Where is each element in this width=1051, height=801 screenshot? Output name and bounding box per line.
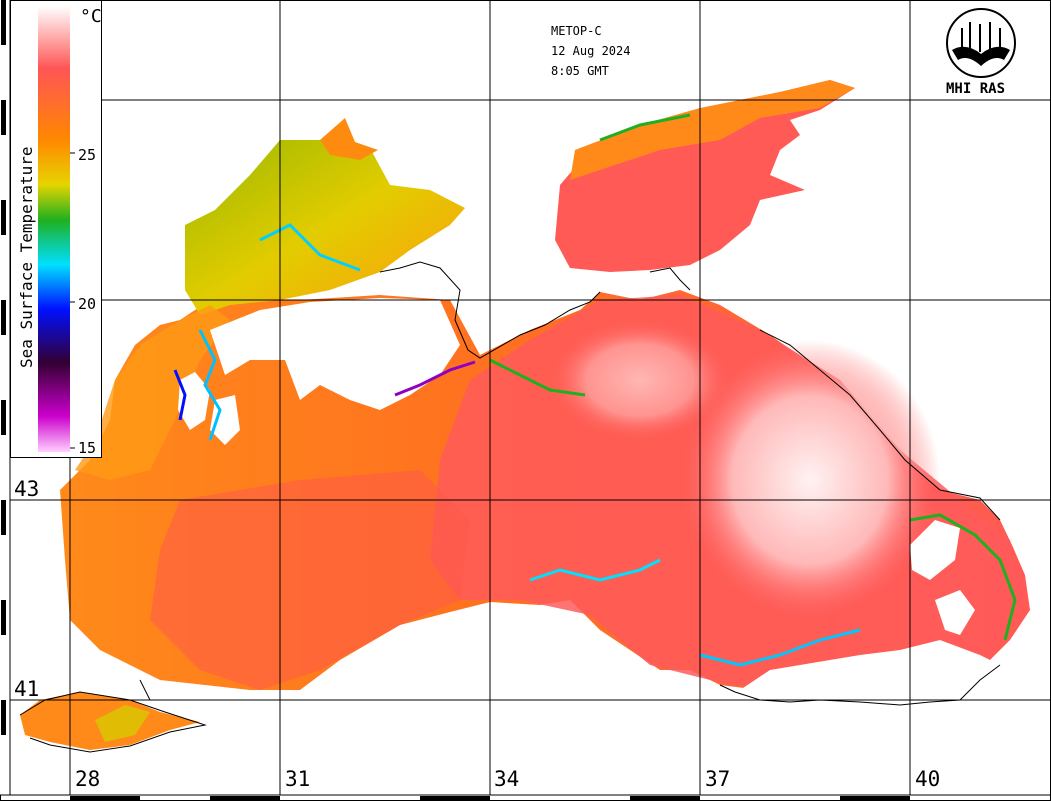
warm-core-2 — [550, 320, 730, 440]
fringe-3 — [394, 360, 476, 397]
bottom-tick-4 — [630, 796, 700, 801]
colorbar-title: Sea Surface Temperature — [17, 146, 36, 368]
logo-waves-icon — [952, 46, 1010, 66]
coastline-marmara — [19, 691, 207, 753]
lat-label-41-bg — [11, 678, 43, 698]
left-tick-1 — [1, 0, 6, 45]
cloud-crimea-west — [210, 298, 460, 410]
coastlines — [19, 261, 1001, 753]
nw-shelf — [185, 140, 465, 315]
sea-of-azov — [555, 80, 855, 272]
fringe-2 — [173, 369, 187, 421]
coastline-turkey — [719, 664, 1001, 706]
lat-label-41: 41 — [14, 677, 39, 701]
logo-bars-icon — [961, 22, 1001, 52]
left-tick-5 — [1, 400, 6, 435]
cloud-west-1 — [178, 372, 210, 430]
cloud-east-2 — [935, 590, 975, 635]
left-tick-3 — [1, 200, 6, 235]
left-scale-strip — [0, 0, 11, 795]
left-tick-8 — [1, 700, 6, 735]
acquisition-date: 12 Aug 2024 — [551, 44, 630, 58]
lon-label-31: 31 — [285, 767, 310, 791]
cloud-east — [910, 520, 960, 580]
bottom-tick-3 — [420, 796, 490, 801]
left-strip-bg — [0, 0, 10, 795]
coastline-crimea — [379, 261, 601, 359]
logo: MHI RAS — [946, 8, 1016, 97]
marmara-yellow — [95, 705, 150, 742]
cold-fringes — [173, 113, 1017, 667]
dnieper-estuary — [320, 118, 378, 160]
left-tick-7 — [1, 600, 6, 635]
cloud-masks — [178, 298, 1000, 705]
coastline-caucasus — [759, 329, 1001, 521]
colorbar-tick-label-15: 15 — [78, 439, 96, 457]
axis-labels: 28 31 34 37 40 43 41 — [11, 477, 940, 791]
fringe-8 — [259, 223, 361, 272]
colorbar-frame — [10, 0, 102, 458]
lon-label-40: 40 — [915, 767, 940, 791]
fringe-6 — [909, 513, 1017, 641]
bottom-tick-1 — [70, 796, 140, 801]
bottom-tick-2 — [210, 796, 280, 801]
fringe-7 — [529, 558, 661, 582]
fringe-9 — [599, 113, 691, 142]
header: METOP-C 12 Aug 2024 8:05 GMT — [551, 24, 630, 78]
satellite-name: METOP-C — [551, 24, 602, 38]
warm-core — [680, 340, 940, 620]
lon-label-28: 28 — [75, 767, 100, 791]
lon-label-37: 37 — [705, 767, 730, 791]
acquisition-time: 8:05 GMT — [551, 64, 609, 78]
warm-region-south — [150, 470, 470, 690]
left-tick-2 — [1, 100, 6, 135]
colorbar-gradient — [38, 6, 70, 452]
coastline-kerch — [649, 267, 691, 291]
fringe-1 — [198, 329, 222, 441]
bottom-tick-5 — [840, 796, 910, 801]
cloud-turkey — [740, 640, 1000, 705]
colorbar-panel: °C 25 20 15 Sea Surface Temperature — [10, 0, 102, 458]
bottom-scale-strip — [0, 794, 1051, 801]
lat-label-43: 43 — [14, 477, 39, 501]
sea-surface — [20, 80, 1030, 750]
left-tick-4 — [1, 300, 6, 335]
coastline-bosporus — [139, 679, 151, 701]
colorbar-unit: °C — [80, 6, 102, 27]
lat-label-43-bg — [11, 478, 43, 498]
lon-label-34: 34 — [494, 767, 519, 791]
logo-text: MHI RAS — [946, 81, 1005, 97]
colorbar-tick-label-25: 25 — [78, 146, 96, 164]
azov-north-orange — [570, 80, 855, 180]
fringe-4 — [489, 358, 586, 397]
west-coast-band — [75, 305, 230, 480]
left-tick-6 — [1, 500, 6, 535]
colorbar-tick-label-20: 20 — [78, 295, 96, 313]
fringe-5 — [699, 628, 861, 667]
